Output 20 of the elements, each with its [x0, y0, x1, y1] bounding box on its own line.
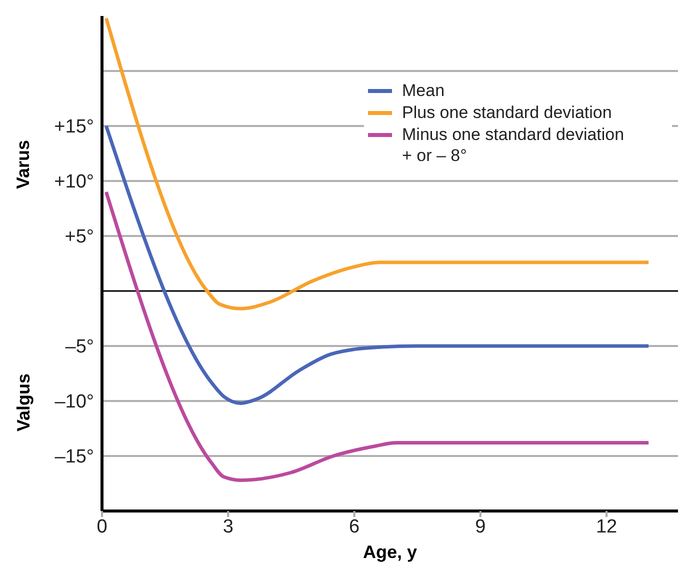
y-tick-label: –10° [54, 392, 94, 413]
x-tick-label: 3 [222, 516, 234, 538]
y-tick-label: +15° [54, 116, 94, 138]
x-tick-label: 9 [475, 516, 486, 538]
line-series [104, 124, 650, 405]
y-axis-title: Varus [14, 140, 34, 190]
legend-label: Minus one standard deviation + or – 8° [402, 125, 624, 165]
y-tick-label: +10° [54, 172, 94, 193]
text: Valgus [14, 373, 34, 432]
line-series [104, 16, 650, 310]
x-tick-label: 6 [348, 516, 360, 538]
legend-label: Mean [402, 81, 445, 100]
y-tick-label: –15° [54, 446, 94, 468]
y-tick-label: +5° [64, 226, 94, 248]
y-tick-label: –5° [65, 336, 94, 358]
x-tick-label: 0 [96, 516, 108, 538]
x-axis-title: Age, y [362, 542, 418, 562]
line-series [104, 190, 650, 482]
legend-label: Plus one standard deviation [402, 103, 612, 122]
x-tick-label: 12 [596, 516, 618, 538]
